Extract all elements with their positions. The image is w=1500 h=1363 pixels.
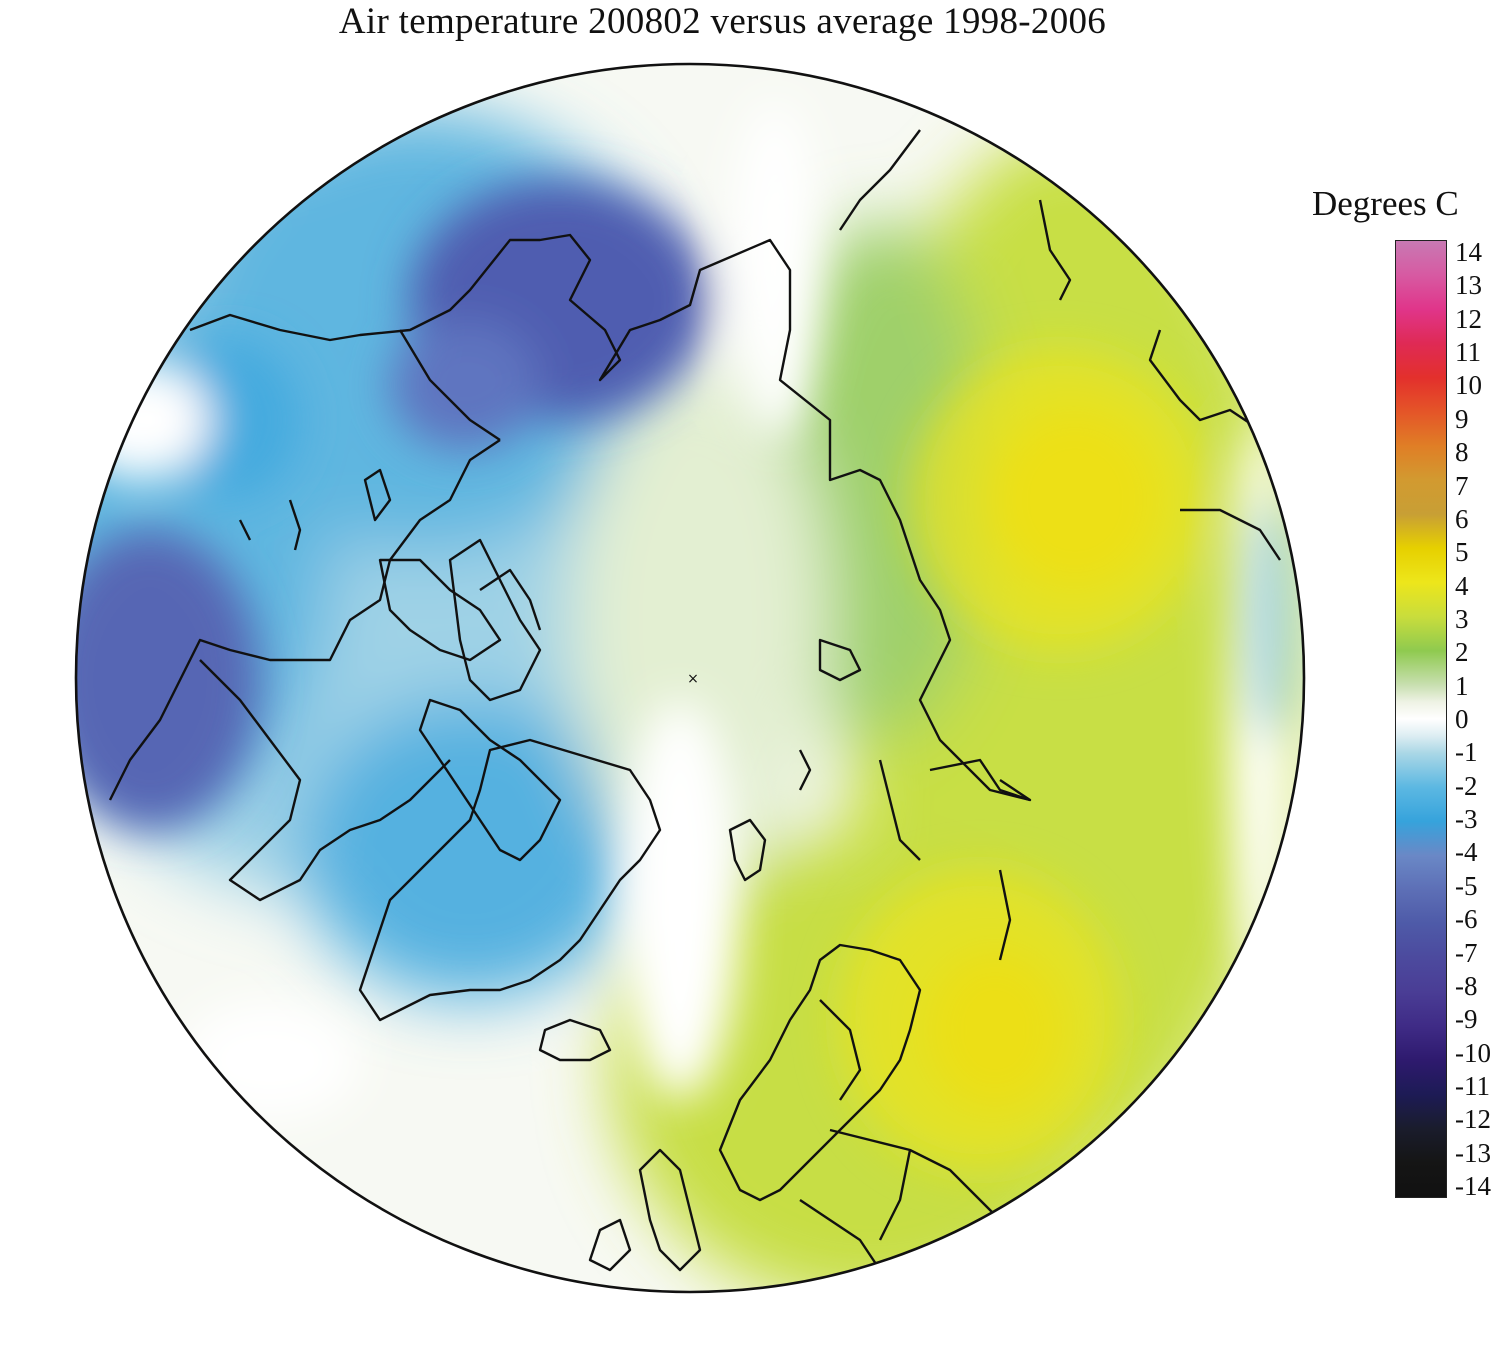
legend-tick-label: -6	[1455, 904, 1478, 935]
legend-tick-label: 4	[1455, 570, 1469, 601]
legend-tick-label: 0	[1455, 704, 1469, 734]
legend-tick-label: 12	[1455, 303, 1482, 334]
legend-tick-label: -13	[1455, 1137, 1491, 1168]
legend-tick-label: 3	[1455, 603, 1469, 634]
legend-tick-label: -14	[1455, 1171, 1491, 1201]
legend-ticks: 14 13 12 11 10 9 8 7 6 5 4 3 2 1 0 -1 -2 -3 -4 -5 -6 -7 -8 -9 -1…	[1455, 237, 1500, 1201]
legend-tick-label: -4	[1455, 837, 1478, 868]
legend-tick-label: -10	[1455, 1037, 1491, 1068]
legend-tick-label: 7	[1455, 470, 1469, 501]
legend-colorbar	[1395, 240, 1447, 1198]
coastlines	[108, 129, 1281, 1272]
legend-tick-label: -1	[1455, 737, 1478, 768]
legend-tick-label: 11	[1455, 337, 1481, 368]
legend-tick-label: -3	[1455, 804, 1478, 835]
legend-tick-label: -11	[1455, 1070, 1490, 1101]
map-title: Air temperature 200802 versus average 19…	[338, 1, 1107, 42]
legend-tick-label: 13	[1455, 270, 1482, 301]
legend-tick-label: -2	[1455, 770, 1478, 801]
legend-tick-label: -9	[1455, 1004, 1478, 1035]
legend-tick-label: 10	[1455, 370, 1482, 401]
legend-tick-label: 9	[1455, 403, 1469, 434]
legend-title: Degrees C	[1312, 184, 1459, 223]
legend-tick-label: 2	[1455, 637, 1469, 668]
legend-tick-label: 14	[1455, 237, 1482, 267]
pole-marker: ×	[687, 671, 699, 687]
anomaly-field	[76, 64, 1304, 1292]
legend-tick-label: 6	[1455, 503, 1469, 534]
legend-tick-label: -5	[1455, 870, 1478, 901]
map-disk-edge	[74, 62, 1306, 1294]
legend-tick-label: 8	[1455, 437, 1469, 468]
anomaly-map: ×	[74, 62, 1306, 1294]
legend-tick-label: 1	[1455, 670, 1469, 701]
legend-tick-label: -7	[1455, 937, 1478, 968]
legend-tick-label: -12	[1455, 1104, 1491, 1135]
legend-tick-label: 5	[1455, 537, 1469, 568]
legend-tick-label: -8	[1455, 970, 1478, 1001]
